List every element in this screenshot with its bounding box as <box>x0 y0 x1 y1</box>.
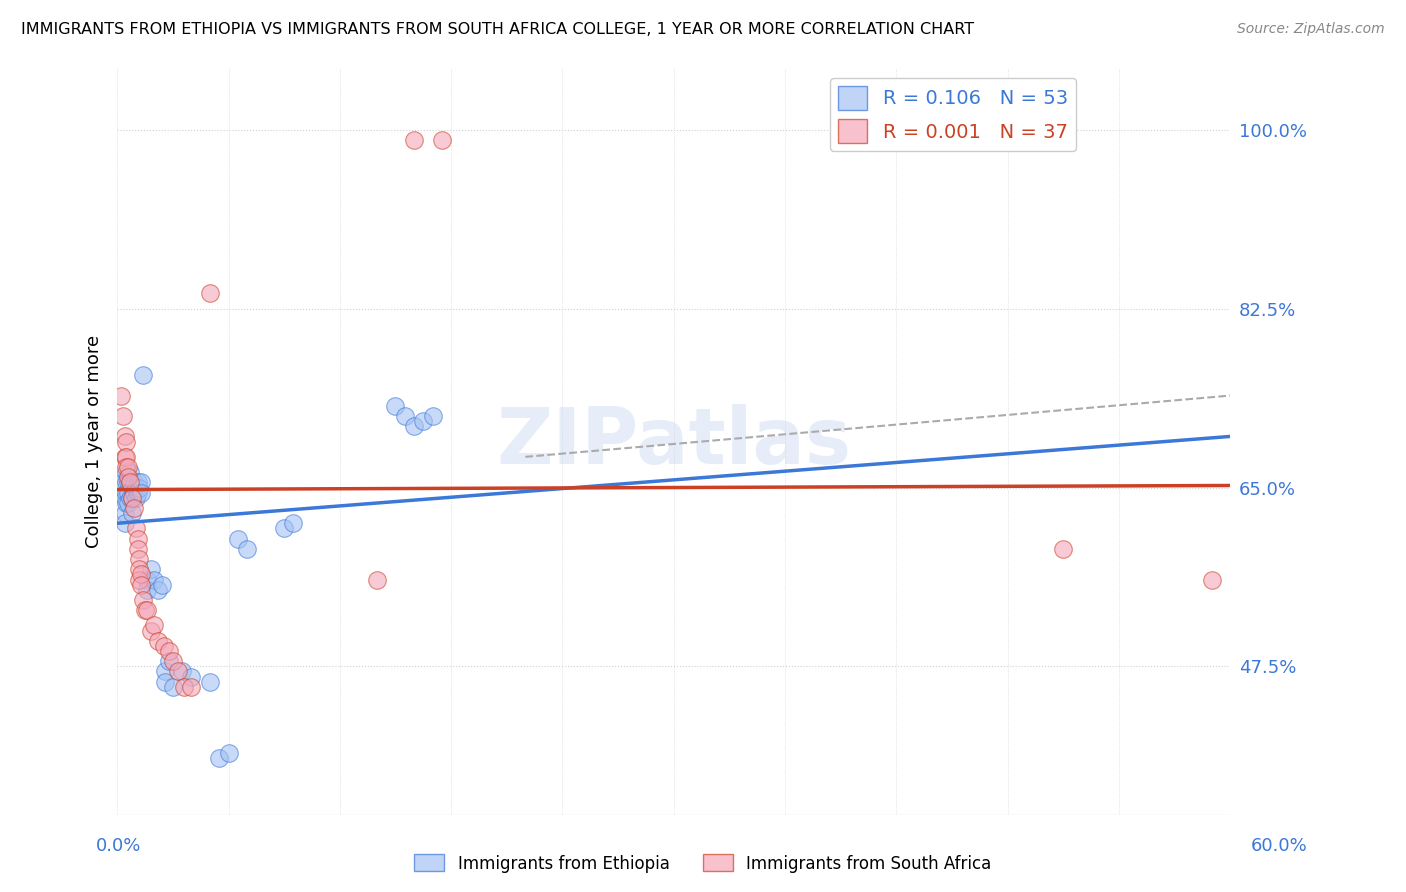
Point <box>430 133 453 147</box>
Point <box>115 475 138 490</box>
Point <box>125 481 148 495</box>
Point <box>366 573 388 587</box>
Point <box>122 500 145 515</box>
Point <box>167 665 190 679</box>
Point <box>128 573 150 587</box>
Point <box>412 414 434 428</box>
Point <box>132 368 155 383</box>
Point <box>152 639 174 653</box>
Point <box>1052 541 1074 556</box>
Legend: Immigrants from Ethiopia, Immigrants from South Africa: Immigrants from Ethiopia, Immigrants fro… <box>408 847 998 880</box>
Point <box>1201 573 1223 587</box>
Point <box>139 624 162 638</box>
Point <box>120 465 142 479</box>
Point <box>117 470 139 484</box>
Point <box>115 434 138 449</box>
Point <box>122 475 145 490</box>
Point <box>236 541 259 556</box>
Point <box>180 680 202 694</box>
Text: ZIPatlas: ZIPatlas <box>496 403 851 480</box>
Point <box>117 460 139 475</box>
Point <box>162 680 184 694</box>
Point <box>115 460 138 475</box>
Point <box>114 506 136 520</box>
Point <box>120 475 142 490</box>
Point <box>125 521 148 535</box>
Point <box>402 133 425 147</box>
Point <box>117 496 139 510</box>
Point <box>134 603 156 617</box>
Point <box>128 481 150 495</box>
Point <box>121 491 143 505</box>
Point <box>146 582 169 597</box>
Point <box>135 603 157 617</box>
Point <box>131 577 153 591</box>
Point <box>127 485 149 500</box>
Point <box>131 567 153 582</box>
Point <box>155 674 177 689</box>
Point <box>226 532 249 546</box>
Point <box>131 475 153 490</box>
Point <box>111 475 134 490</box>
Point <box>121 491 143 505</box>
Point <box>131 485 153 500</box>
Point <box>127 532 149 546</box>
Point <box>198 286 221 301</box>
Point <box>110 388 132 402</box>
Point <box>127 541 149 556</box>
Point <box>135 573 157 587</box>
Point <box>128 552 150 566</box>
Legend: R = 0.106   N = 53, R = 0.001   N = 37: R = 0.106 N = 53, R = 0.001 N = 37 <box>831 78 1076 151</box>
Point <box>120 491 142 505</box>
Point <box>115 496 138 510</box>
Text: 0.0%: 0.0% <box>96 837 141 855</box>
Text: Source: ZipAtlas.com: Source: ZipAtlas.com <box>1237 22 1385 37</box>
Point <box>218 746 240 760</box>
Point <box>111 409 134 423</box>
Point <box>157 654 180 668</box>
Point <box>117 475 139 490</box>
Point <box>150 577 173 591</box>
Point <box>114 429 136 443</box>
Point <box>114 491 136 505</box>
Point <box>117 485 139 500</box>
Point <box>208 751 231 765</box>
Point <box>172 665 194 679</box>
Point <box>173 680 195 694</box>
Point <box>114 450 136 464</box>
Point <box>127 475 149 490</box>
Point <box>384 399 406 413</box>
Point <box>162 654 184 668</box>
Point <box>120 475 142 490</box>
Point <box>273 521 295 535</box>
Point <box>422 409 444 423</box>
Point <box>155 665 177 679</box>
Point <box>394 409 416 423</box>
Point <box>143 618 166 632</box>
Point <box>135 582 157 597</box>
Y-axis label: College, 1 year or more: College, 1 year or more <box>86 335 103 548</box>
Text: 60.0%: 60.0% <box>1251 837 1308 855</box>
Point <box>198 674 221 689</box>
Point <box>121 481 143 495</box>
Text: IMMIGRANTS FROM ETHIOPIA VS IMMIGRANTS FROM SOUTH AFRICA COLLEGE, 1 YEAR OR MORE: IMMIGRANTS FROM ETHIOPIA VS IMMIGRANTS F… <box>21 22 974 37</box>
Point <box>115 450 138 464</box>
Point <box>122 485 145 500</box>
Point <box>128 562 150 576</box>
Point <box>115 465 138 479</box>
Point <box>146 633 169 648</box>
Point <box>115 485 138 500</box>
Point <box>157 644 180 658</box>
Point <box>139 562 162 576</box>
Point <box>283 516 305 531</box>
Point <box>180 670 202 684</box>
Point <box>125 491 148 505</box>
Point <box>402 419 425 434</box>
Point <box>114 516 136 531</box>
Point <box>132 593 155 607</box>
Point <box>143 573 166 587</box>
Point <box>121 506 143 520</box>
